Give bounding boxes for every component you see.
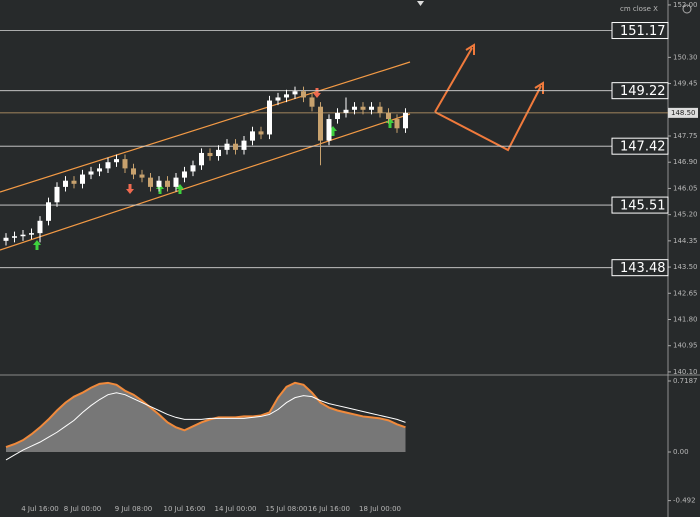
level-box — [611, 196, 669, 214]
y-tick-label: -0.492 — [673, 497, 696, 505]
level-label: 145.51 — [620, 199, 666, 214]
level-box — [611, 82, 669, 100]
candle-body — [131, 168, 136, 175]
x-tick-label: 9 Jul 08:00 — [115, 505, 153, 513]
candle-body — [3, 237, 9, 241]
candle-body — [352, 106, 357, 110]
candle-body — [258, 131, 264, 135]
candle-body — [29, 233, 34, 235]
x-tick-label: 14 Jul 00:00 — [215, 505, 257, 513]
candle-body — [97, 168, 102, 172]
candle-body — [224, 143, 230, 150]
candle-body — [63, 180, 68, 187]
y-tick-label: 152.00 — [673, 1, 698, 9]
candle-body — [386, 112, 391, 120]
candle-body — [403, 112, 408, 129]
candle-body — [207, 152, 213, 157]
candle-body — [335, 112, 340, 120]
y-tick-label: 142.65 — [673, 289, 698, 297]
candle-body — [139, 174, 145, 178]
candle-body — [37, 220, 43, 234]
candle-body — [114, 159, 119, 163]
indicator-line — [5, 392, 406, 461]
candle-body — [318, 106, 323, 141]
sell-signals — [126, 88, 321, 194]
candle-body — [54, 186, 60, 203]
candle-body — [199, 152, 204, 166]
y-tick-label: 146.05 — [673, 184, 698, 192]
y-tick-label: 140.95 — [673, 342, 698, 350]
candle-body — [88, 171, 94, 175]
indicator-label: cm close X — [620, 5, 658, 13]
candle-body — [165, 180, 170, 187]
x-tick-label: 15 Jul 08:00 — [266, 505, 308, 513]
candle-body — [284, 94, 289, 98]
y-tick-label: 0.00 — [673, 448, 689, 456]
candle-body — [267, 100, 272, 135]
indicator-icon — [682, 4, 692, 14]
candle-body — [173, 177, 179, 187]
candle-body — [309, 97, 315, 107]
channel-lower — [0, 113, 411, 251]
level-label: 151.17 — [620, 24, 666, 39]
candle-body — [292, 91, 298, 95]
level-box — [611, 259, 669, 277]
y-tick-label: 146.90 — [673, 158, 698, 166]
y-tick-label: 149.45 — [673, 80, 698, 88]
x-tick-label: 4 Jul 16:00 — [21, 505, 59, 513]
candle-body — [241, 140, 247, 150]
candle-body — [80, 174, 85, 184]
candle-body — [343, 109, 349, 113]
candle-body — [71, 180, 77, 184]
y-tick-label: 143.50 — [673, 263, 698, 271]
x-tick-label: 16 Jul 16:00 — [308, 505, 350, 513]
candle-body — [182, 171, 187, 178]
y-tick-label: 144.35 — [673, 237, 698, 245]
last-price-label: 148.50 — [671, 109, 696, 117]
candle-body — [326, 119, 332, 141]
last-price-box — [668, 107, 698, 118]
scroll-marker — [417, 1, 424, 6]
level-box — [611, 137, 669, 155]
x-tick-label: 18 Jul 00:00 — [359, 505, 401, 513]
x-tick-label: 10 Jul 16:00 — [164, 505, 206, 513]
candle-body — [233, 143, 238, 150]
candle-body — [122, 159, 128, 169]
candle-body — [190, 165, 196, 172]
y-tick-label: 140.10 — [673, 368, 698, 376]
y-tick-label: 0.7187 — [673, 377, 698, 385]
y-tick-label: 150.30 — [673, 53, 698, 61]
candle-body — [20, 234, 26, 237]
candle-body — [216, 149, 221, 157]
candle-body — [394, 119, 400, 129]
y-tick-label: 145.20 — [673, 211, 698, 219]
candle-body — [105, 162, 111, 169]
candle-body — [377, 106, 383, 113]
candle-body — [275, 97, 281, 101]
x-tick-label: 8 Jul 00:00 — [64, 505, 102, 513]
candle-body — [360, 106, 366, 110]
candle-body — [12, 236, 17, 238]
area-fill — [6, 382, 406, 453]
level-box — [611, 22, 669, 40]
candle-body — [369, 106, 374, 110]
candle-body — [148, 177, 153, 187]
level-label: 147.42 — [620, 140, 666, 155]
candle-body — [250, 131, 255, 141]
channel-upper — [0, 61, 411, 193]
candle-body — [46, 202, 51, 221]
y-tick-label: 147.75 — [673, 132, 698, 140]
candle-body — [156, 180, 162, 187]
level-label: 143.48 — [620, 261, 666, 276]
candle-body — [301, 91, 306, 98]
y-tick-label: 141.80 — [673, 315, 698, 323]
level-label: 149.22 — [620, 84, 666, 99]
indicator-line — [5, 381, 406, 449]
